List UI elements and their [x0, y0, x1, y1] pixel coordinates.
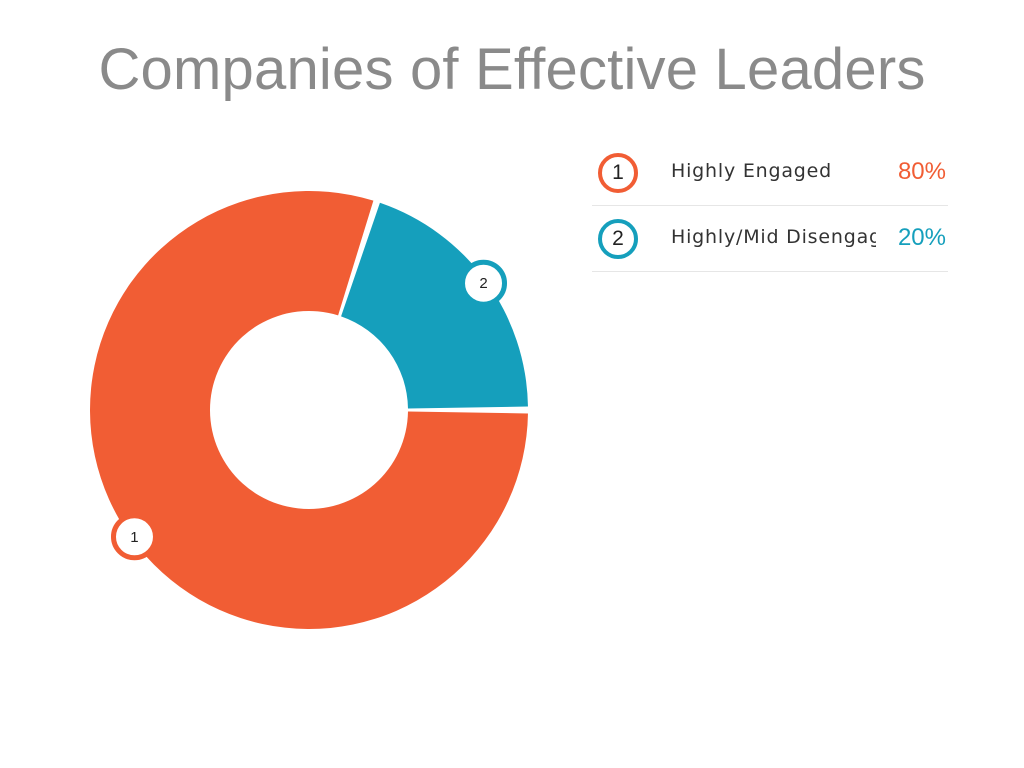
- slice-badge-2: 2: [460, 259, 508, 307]
- legend-badge-1: 1: [598, 153, 638, 193]
- slice-badge-circle-1: [110, 513, 158, 561]
- slice-badge-label-2: 2: [479, 275, 487, 292]
- legend-value-2: 20%: [897, 224, 946, 251]
- legend-label-2: Highly/Mid Disengaged: [671, 226, 876, 248]
- legend-item-1: 1 Highly Engaged 80%: [592, 140, 948, 206]
- donut-chart: 12: [90, 191, 528, 630]
- legend-value-1: 80%: [897, 158, 946, 185]
- legend-item-2: 2 Highly/Mid Disengaged 20%: [592, 206, 948, 272]
- legend: 1 Highly Engaged 80% 2 Highly/Mid Diseng…: [592, 140, 948, 272]
- slice-badge-1: 1: [110, 513, 158, 561]
- chart-title: Companies of Effective Leaders: [98, 37, 926, 102]
- donut-slice-1: [90, 191, 528, 630]
- legend-badge-2: 2: [598, 219, 638, 259]
- donut-slice-2: [341, 202, 528, 409]
- legend-label-1: Highly Engaged: [671, 160, 832, 182]
- slice-badge-circle-2: [460, 259, 508, 307]
- slice-badge-label-1: 1: [130, 529, 138, 546]
